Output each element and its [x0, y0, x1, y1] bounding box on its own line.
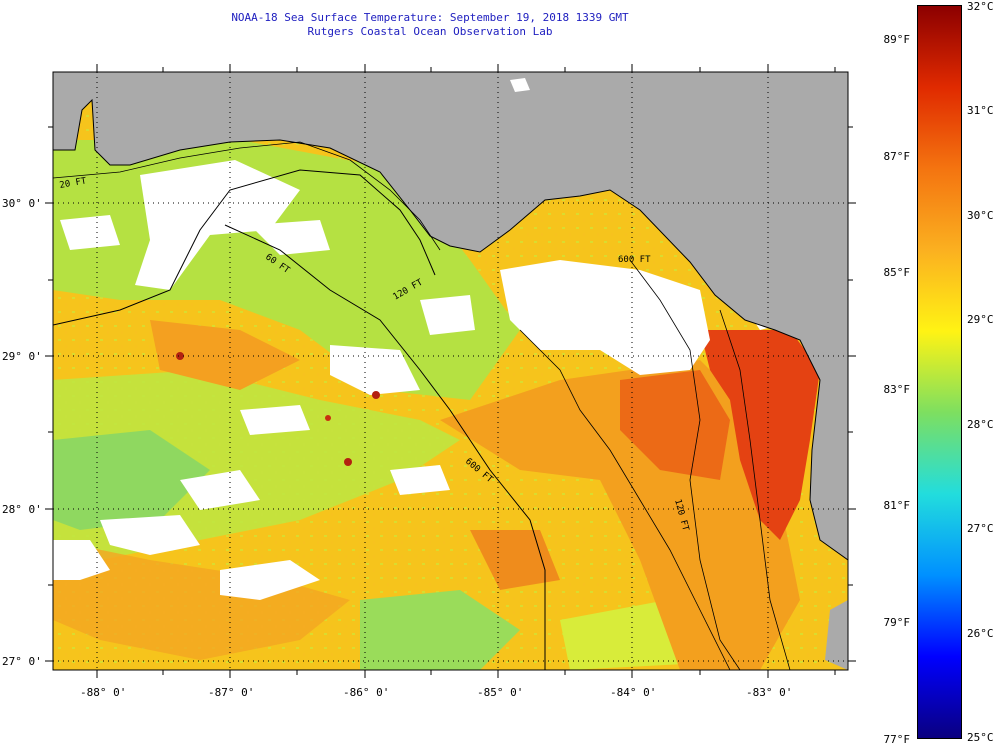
lon-tick-label: -84° 0'	[610, 686, 657, 699]
isobath-contour	[53, 169, 436, 326]
cloud-patch-2	[420, 295, 475, 335]
cloud-north	[135, 160, 300, 290]
lon-tick-label: -83° 0'	[746, 686, 793, 699]
land-mass	[53, 72, 848, 560]
cool-water-patch	[53, 430, 210, 530]
fahrenheit-label: 81°F	[883, 499, 911, 512]
cool-water-south	[360, 590, 520, 670]
cloud-patch-3	[240, 405, 310, 435]
lat-tick-label: 28° 0'	[2, 503, 42, 516]
coastline	[53, 98, 848, 561]
map-frame	[52, 71, 849, 671]
hot-spot	[344, 458, 352, 466]
celsius-label: 30°C	[967, 209, 994, 222]
cloud-southwest	[220, 560, 320, 600]
hot-water-offshore	[620, 370, 730, 480]
celsius-label: 29°C	[967, 313, 994, 326]
map-plot-area	[53, 72, 848, 670]
fahrenheit-label: 89°F	[883, 33, 911, 46]
celsius-label: 28°C	[967, 418, 994, 431]
lon-tick-label: -87° 0'	[208, 686, 255, 699]
fahrenheit-label: 77°F	[883, 733, 911, 746]
fahrenheit-label: 85°F	[883, 266, 911, 279]
coastal-detail	[519, 329, 731, 670]
lon-tick-label: -85° 0'	[477, 686, 524, 699]
color-bar	[917, 5, 962, 739]
isobath-contour	[719, 309, 791, 670]
cloud-west-2	[100, 515, 200, 555]
cloud-west-1	[53, 540, 110, 580]
cloud-patch-1	[250, 220, 330, 255]
cloud-central	[330, 345, 420, 395]
warm-water-west	[150, 320, 300, 390]
contour-label: 600 FT	[618, 255, 651, 265]
fahrenheit-label: 87°F	[883, 150, 911, 163]
fahrenheit-label: 83°F	[883, 383, 911, 396]
map-title: NOAA-18 Sea Surface Temperature: Septemb…	[231, 11, 629, 24]
isobath-contour	[53, 141, 441, 251]
frame-ticks	[45, 64, 856, 678]
hot-spot	[325, 415, 331, 421]
lon-tick-label: -86° 0'	[343, 686, 390, 699]
lat-tick-label: 29° 0'	[2, 350, 42, 363]
fahrenheit-label: 79°F	[883, 616, 911, 629]
celsius-label: 31°C	[967, 104, 994, 117]
celsius-label: 32°C	[967, 0, 994, 13]
isobath-contour	[629, 259, 741, 670]
hot-water-coastal	[700, 330, 820, 540]
land-peninsula	[825, 600, 848, 670]
lat-tick-label: 27° 0'	[2, 655, 42, 668]
lat-tick-label: 30° 0'	[2, 197, 42, 210]
cloud-patch-4	[180, 470, 260, 510]
celsius-label: 26°C	[967, 627, 994, 640]
map-subtitle: Rutgers Coastal Ocean Observation Lab	[307, 25, 553, 38]
hot-spot	[372, 391, 380, 399]
hot-spot	[176, 352, 184, 360]
cloud-big-bend	[500, 260, 710, 375]
celsius-label: 25°C	[967, 731, 994, 744]
lon-tick-label: -88° 0'	[80, 686, 127, 699]
warm-water-southwest	[53, 540, 350, 660]
cloud-over-land	[510, 78, 530, 92]
cloud-nw	[60, 215, 120, 250]
isobath-contour	[224, 224, 546, 670]
cloud-patch-5	[390, 465, 450, 495]
celsius-label: 27°C	[967, 522, 994, 535]
contour-label: 20 FT	[59, 176, 88, 191]
